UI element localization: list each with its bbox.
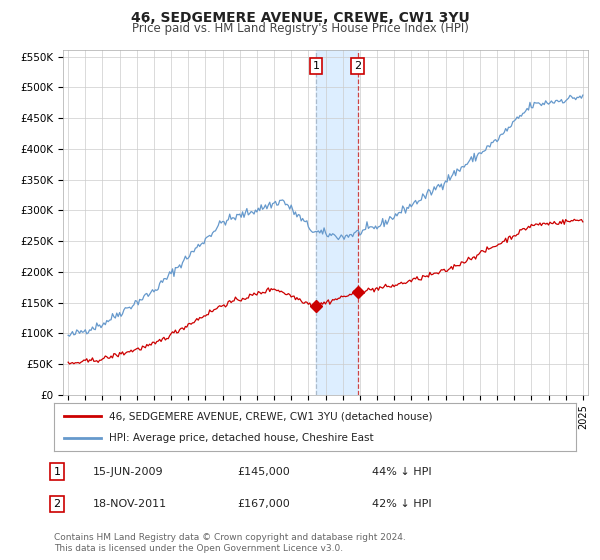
Text: £145,000: £145,000 [237,466,290,477]
Text: 2: 2 [53,499,61,509]
Text: HPI: Average price, detached house, Cheshire East: HPI: Average price, detached house, Ches… [109,433,373,443]
Text: 15-JUN-2009: 15-JUN-2009 [93,466,164,477]
Text: £167,000: £167,000 [237,499,290,509]
Text: 46, SEDGEMERE AVENUE, CREWE, CW1 3YU (detached house): 46, SEDGEMERE AVENUE, CREWE, CW1 3YU (de… [109,411,433,421]
Text: 18-NOV-2011: 18-NOV-2011 [93,499,167,509]
Text: Price paid vs. HM Land Registry's House Price Index (HPI): Price paid vs. HM Land Registry's House … [131,22,469,35]
Text: 1: 1 [53,466,61,477]
Text: Contains HM Land Registry data © Crown copyright and database right 2024.
This d: Contains HM Land Registry data © Crown c… [54,533,406,553]
Text: 2: 2 [354,60,361,71]
Text: 44% ↓ HPI: 44% ↓ HPI [372,466,431,477]
Bar [316,50,358,395]
Text: 46, SEDGEMERE AVENUE, CREWE, CW1 3YU: 46, SEDGEMERE AVENUE, CREWE, CW1 3YU [131,11,469,25]
Text: 1: 1 [313,60,320,71]
Text: 42% ↓ HPI: 42% ↓ HPI [372,499,431,509]
